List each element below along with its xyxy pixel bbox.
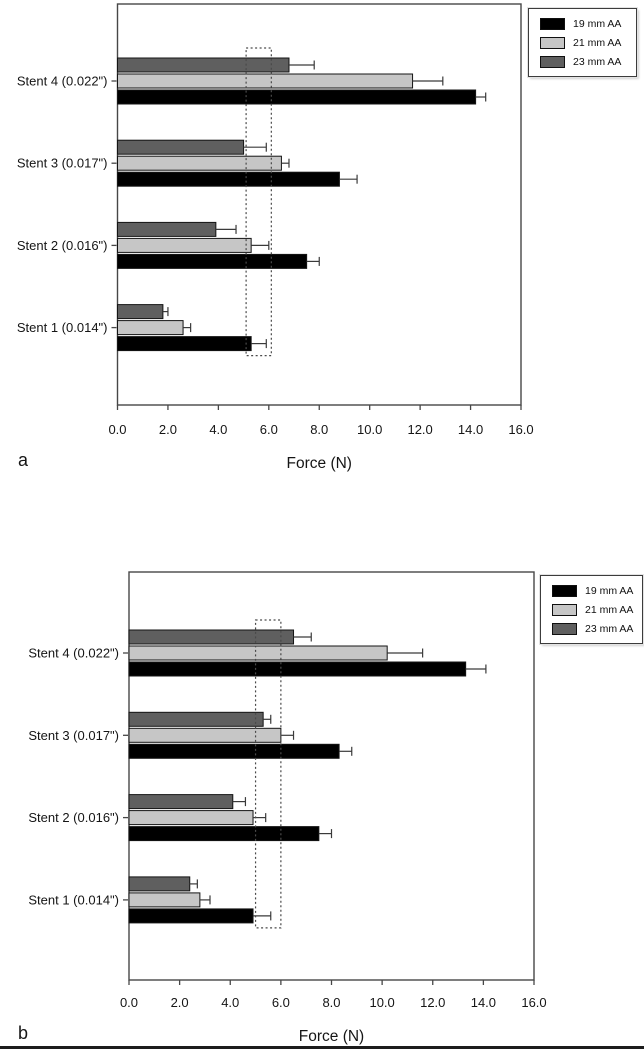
x-tick-label: 10.0 bbox=[357, 422, 382, 437]
legend-swatch-icon bbox=[540, 37, 565, 49]
legend-label: 23 mm AA bbox=[585, 623, 634, 635]
bar bbox=[117, 89, 477, 105]
x-tick-label: 12.0 bbox=[420, 995, 445, 1010]
x-tick-label: 14.0 bbox=[471, 995, 496, 1010]
legend-label: 23 mm AA bbox=[573, 56, 622, 68]
x-axis-title: Force (N) bbox=[299, 1028, 364, 1045]
category-label: Stent 2 (0.016") bbox=[17, 238, 108, 253]
x-tick-label: 16.0 bbox=[508, 422, 533, 437]
legend-swatch-icon bbox=[540, 56, 565, 68]
bar bbox=[117, 57, 290, 73]
x-axis-title: Force (N) bbox=[287, 455, 352, 472]
x-tick-label: 12.0 bbox=[407, 422, 432, 437]
x-tick-label: 8.0 bbox=[322, 995, 340, 1010]
x-tick-label: 4.0 bbox=[221, 995, 239, 1010]
bar bbox=[117, 139, 245, 155]
legend-item: 19 mm AA bbox=[552, 584, 642, 598]
legend-item: 23 mm AA bbox=[540, 55, 636, 69]
bar bbox=[128, 661, 467, 677]
bar bbox=[128, 826, 320, 842]
legend-swatch-icon bbox=[552, 623, 577, 635]
legend-item: 21 mm AA bbox=[540, 36, 636, 50]
category-label: Stent 4 (0.022") bbox=[17, 74, 108, 89]
bar bbox=[128, 892, 201, 908]
category-label: Stent 1 (0.014") bbox=[28, 892, 119, 907]
bar bbox=[128, 727, 282, 743]
bar bbox=[117, 73, 414, 89]
bar bbox=[117, 320, 184, 336]
legend-item: 23 mm AA bbox=[552, 622, 642, 636]
x-tick-label: 0.0 bbox=[108, 422, 126, 437]
bar-chart-panel-b: Stent 4 (0.022") Stent 3 (0.017") Stent 2 … bbox=[18, 571, 547, 1045]
legend-item: 21 mm AA bbox=[552, 603, 642, 617]
bar bbox=[128, 711, 264, 727]
x-tick-label: 2.0 bbox=[159, 422, 177, 437]
legend-item: 19 mm AA bbox=[540, 17, 636, 31]
x-tick-label: 14.0 bbox=[458, 422, 483, 437]
bar bbox=[128, 876, 191, 892]
panel-letter: b bbox=[18, 1023, 28, 1043]
bar bbox=[128, 645, 388, 661]
legend-label: 19 mm AA bbox=[585, 585, 634, 597]
bar bbox=[128, 629, 295, 645]
x-tick-label: 0.0 bbox=[120, 995, 138, 1010]
legend-label: 21 mm AA bbox=[585, 604, 634, 616]
bar bbox=[117, 253, 308, 269]
category-label: Stent 4 (0.022") bbox=[28, 646, 119, 661]
page-edge-line bbox=[0, 1046, 644, 1049]
category-label: Stent 3 (0.017") bbox=[17, 156, 108, 171]
bar-chart-panel-a: Stent 4 (0.022") Stent 3 (0.017") Stent 2 … bbox=[17, 3, 534, 472]
category-label: Stent 1 (0.014") bbox=[17, 320, 108, 335]
bar bbox=[128, 810, 254, 826]
bar bbox=[117, 336, 252, 352]
bar bbox=[128, 794, 234, 810]
x-tick-label: 8.0 bbox=[310, 422, 328, 437]
x-tick-label: 16.0 bbox=[521, 995, 546, 1010]
legend-label: 21 mm AA bbox=[573, 37, 622, 49]
legend-panel-b: 19 mm AA 21 mm AA 23 mm AA bbox=[540, 575, 643, 644]
bar bbox=[117, 237, 252, 253]
bar bbox=[128, 743, 340, 759]
legend-swatch-icon bbox=[540, 18, 565, 30]
bar bbox=[117, 171, 340, 187]
x-tick-label: 6.0 bbox=[260, 422, 278, 437]
x-tick-label: 10.0 bbox=[369, 995, 394, 1010]
bar bbox=[117, 155, 282, 171]
legend-swatch-icon bbox=[552, 604, 577, 616]
category-label: Stent 3 (0.017") bbox=[28, 728, 119, 743]
legend-panel-a: 19 mm AA 21 mm AA 23 mm AA bbox=[528, 8, 637, 77]
bar bbox=[117, 304, 164, 320]
bar bbox=[117, 221, 217, 237]
x-tick-label: 6.0 bbox=[272, 995, 290, 1010]
panel-letter: a bbox=[18, 450, 29, 470]
legend-swatch-icon bbox=[552, 585, 577, 597]
bar bbox=[128, 908, 254, 924]
x-tick-label: 2.0 bbox=[171, 995, 189, 1010]
category-label: Stent 2 (0.016") bbox=[28, 810, 119, 825]
x-tick-label: 4.0 bbox=[209, 422, 227, 437]
legend-label: 19 mm AA bbox=[573, 18, 622, 30]
